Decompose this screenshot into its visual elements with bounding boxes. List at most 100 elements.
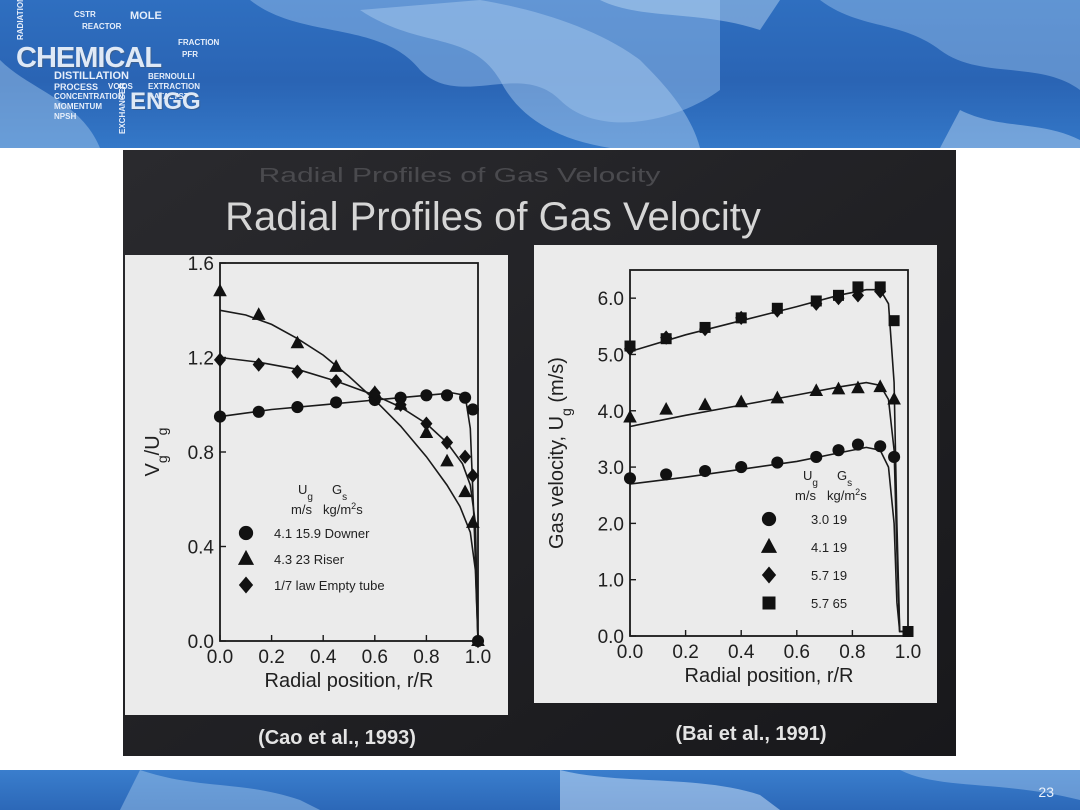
legend-header: Gs: [332, 482, 347, 503]
slide-title: Radial Profiles of Gas Velocity: [225, 195, 761, 239]
legend-header-part: g: [307, 492, 313, 503]
data-point-square: [852, 281, 864, 293]
x-tick-label: 0.6: [784, 642, 810, 663]
y-tick-label: 2.0: [598, 514, 624, 535]
x-tick-label: 0.8: [413, 647, 439, 668]
y-axis-title: Vg/Ug: [142, 428, 170, 477]
legend-units: kg/m2s: [323, 501, 363, 517]
legend-header: Gs: [837, 468, 852, 489]
logo-main-word: CHEMICAL: [16, 42, 162, 74]
y-axis-title-part: /U: [142, 435, 164, 455]
legend-header: Ug: [803, 468, 818, 489]
data-point-square: [833, 289, 844, 301]
footer-banner: [0, 770, 1080, 810]
data-point-triangle: [770, 390, 785, 404]
legend-header: Ug: [298, 482, 313, 503]
data-point-circle: [330, 396, 343, 409]
data-point-circle: [735, 461, 748, 474]
y-tick-label: 3.0: [598, 458, 624, 479]
source-right: (Bai et al., 1991): [675, 723, 826, 745]
chart-right: 0.0 0.2 0.4 0.6 0.8 1.0 0.0 1.0 2.0 3.0 4.0 5.0 6.0 R…: [534, 245, 937, 703]
legend-marker-circle: [238, 525, 254, 541]
logo-word: REACTOR: [82, 22, 122, 31]
legend-header-part: s: [342, 492, 347, 503]
series-curve-circle: [629, 446, 908, 633]
data-point-circle: [810, 450, 823, 463]
y-tick-label: 6.0: [598, 289, 624, 310]
legend-units: m/s: [291, 502, 312, 517]
data-point-square: [624, 340, 636, 352]
data-point-triangle: [419, 425, 434, 439]
data-point-circle: [623, 472, 637, 485]
x-axis-title: Radial position, r/R: [265, 670, 434, 692]
logo-word: CSTR: [74, 10, 96, 19]
slide-photo: Radial Profiles of Gas Velocity Radial P…: [123, 150, 956, 756]
legend-header-part: G: [332, 482, 342, 497]
data-point-triangle: [659, 401, 673, 415]
data-point-diamond: [459, 449, 472, 464]
data-point-circle: [420, 389, 433, 402]
logo-word: VOIDS: [108, 82, 133, 91]
data-point-square: [735, 312, 747, 324]
y-axis-title-part: (m/s): [546, 357, 568, 408]
logo-word: PROCESS: [54, 82, 99, 92]
y-tick-label: 0.8: [188, 443, 214, 464]
data-point-square: [888, 315, 900, 327]
y-tick-label: 1.0: [598, 571, 624, 592]
logo-word: PFR: [182, 50, 198, 59]
slide-number: 23: [1038, 784, 1054, 800]
data-point-circle: [851, 438, 865, 451]
data-point-diamond: [471, 633, 485, 649]
legend-header-part: g: [812, 478, 818, 489]
data-point-circle: [291, 401, 304, 414]
y-axis-title: Gas velocity, Ug (m/s): [546, 357, 574, 549]
data-point-triangle: [329, 359, 343, 372]
logo-word: EXCHANGER: [118, 82, 127, 134]
title-shadow: Radial Profiles of Gas Velocity: [259, 165, 661, 187]
logo-word: MOMENTUM: [54, 102, 102, 111]
x-tick-label: 1.0: [465, 647, 491, 668]
legend-label: 4.3 23 Riser: [274, 552, 345, 567]
legend-marker-diamond: [238, 576, 254, 594]
legend-label: 5.7 19: [811, 568, 847, 583]
legend-units-part: 2: [855, 487, 860, 497]
y-tick-label: 1.2: [188, 349, 214, 370]
y-tick-label: 5.0: [598, 345, 624, 366]
legend-units-part: 2: [351, 501, 356, 511]
data-point-square: [902, 625, 914, 637]
logo-word: RADIATION: [16, 0, 25, 40]
data-point-square: [771, 302, 783, 314]
data-point-diamond: [440, 435, 454, 450]
data-point-square: [699, 321, 711, 333]
legend-units-part: kg/m: [323, 502, 351, 517]
legend-units-part: s: [356, 502, 363, 517]
chart-panel: [534, 245, 937, 703]
data-point-circle: [874, 440, 887, 453]
data-point-triangle: [251, 307, 266, 320]
data-point-triangle: [698, 397, 712, 411]
logo-sub-word: ENGG: [130, 88, 201, 115]
legend-units-part: s: [860, 488, 867, 503]
map-texture: [0, 0, 1080, 148]
data-point-square: [810, 295, 822, 307]
plot-frame: [629, 269, 909, 637]
y-axis-title-part: g: [558, 408, 574, 416]
legend-marker-triangle: [237, 549, 255, 565]
data-point-square: [660, 333, 672, 345]
legend-marker-circle: [761, 511, 777, 527]
data-point-diamond: [466, 468, 479, 483]
data-point-circle: [699, 464, 712, 478]
data-point-triangle: [887, 391, 901, 405]
data-point-circle: [213, 410, 227, 423]
y-tick-label: 4.0: [598, 402, 624, 423]
legend-units-part: kg/m: [827, 488, 855, 503]
logo-word: NPSH: [54, 112, 77, 121]
legend-header-part: s: [847, 478, 852, 489]
legend-label: 3.0 19: [811, 512, 847, 527]
data-point-triangle: [290, 335, 305, 349]
x-tick-label: 0.2: [258, 647, 284, 668]
x-tick-label: 1.0: [895, 642, 921, 663]
y-tick-label: 0.4: [188, 538, 215, 559]
y-tick-label: 0.0: [598, 627, 624, 648]
legend-units: kg/m2s: [827, 487, 867, 503]
